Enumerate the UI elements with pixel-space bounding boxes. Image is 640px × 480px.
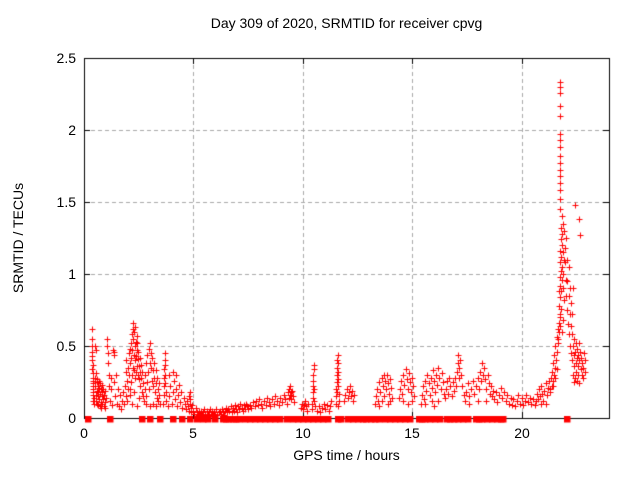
chart-title: Day 309 of 2020, SRMTID for receiver cpv… <box>210 15 483 31</box>
x-tick-label: 5 <box>189 425 197 441</box>
y-axis-label: SRMTID / TECUs <box>10 182 26 294</box>
y-tick-label: 2 <box>68 122 76 138</box>
y-tick-label: 0 <box>68 410 76 426</box>
y-tick-label: 1.5 <box>56 194 76 210</box>
x-tick-label: 0 <box>80 425 88 441</box>
y-tick-label: 2.5 <box>56 50 76 66</box>
y-tick-label: 0.5 <box>56 338 76 354</box>
x-tick-label: 15 <box>404 425 420 441</box>
x-axis-label: GPS time / hours <box>293 447 400 463</box>
x-tick-label: 10 <box>295 425 311 441</box>
x-tick-label: 20 <box>514 425 530 441</box>
y-tick-label: 1 <box>68 266 76 282</box>
